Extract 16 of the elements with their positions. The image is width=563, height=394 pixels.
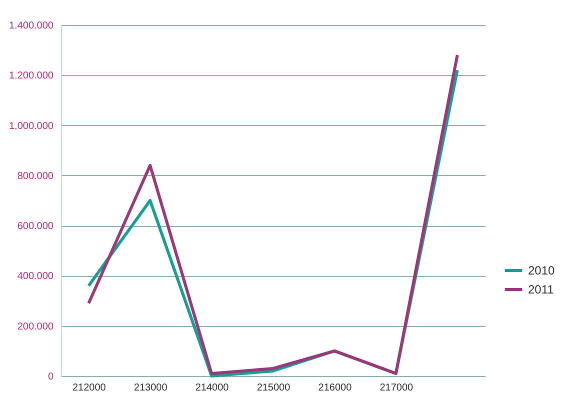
x-tick-label: 217000 (380, 382, 414, 394)
x-tick-label: 213000 (134, 382, 168, 394)
y-tick-label: 400.000 (17, 271, 54, 282)
legend-label: 2010 (528, 264, 556, 278)
x-tick-label: 214000 (195, 382, 230, 394)
x-tick-label: 212000 (72, 382, 106, 394)
y-tick-label: 600.000 (17, 221, 54, 232)
y-tick-label: 1.400.000 (9, 20, 54, 32)
y-tick-label: 200.000 (17, 321, 54, 332)
legend-label: 2011 (528, 282, 554, 296)
y-tick-label: 800.000 (17, 170, 54, 182)
y-tick-label: 0 (48, 372, 54, 382)
x-tick-label: 216000 (318, 382, 352, 394)
y-tick-label: 1.200.000 (9, 70, 54, 82)
x-tick-label: 215000 (256, 382, 291, 394)
y-tick-label: 1.000.000 (9, 120, 54, 132)
